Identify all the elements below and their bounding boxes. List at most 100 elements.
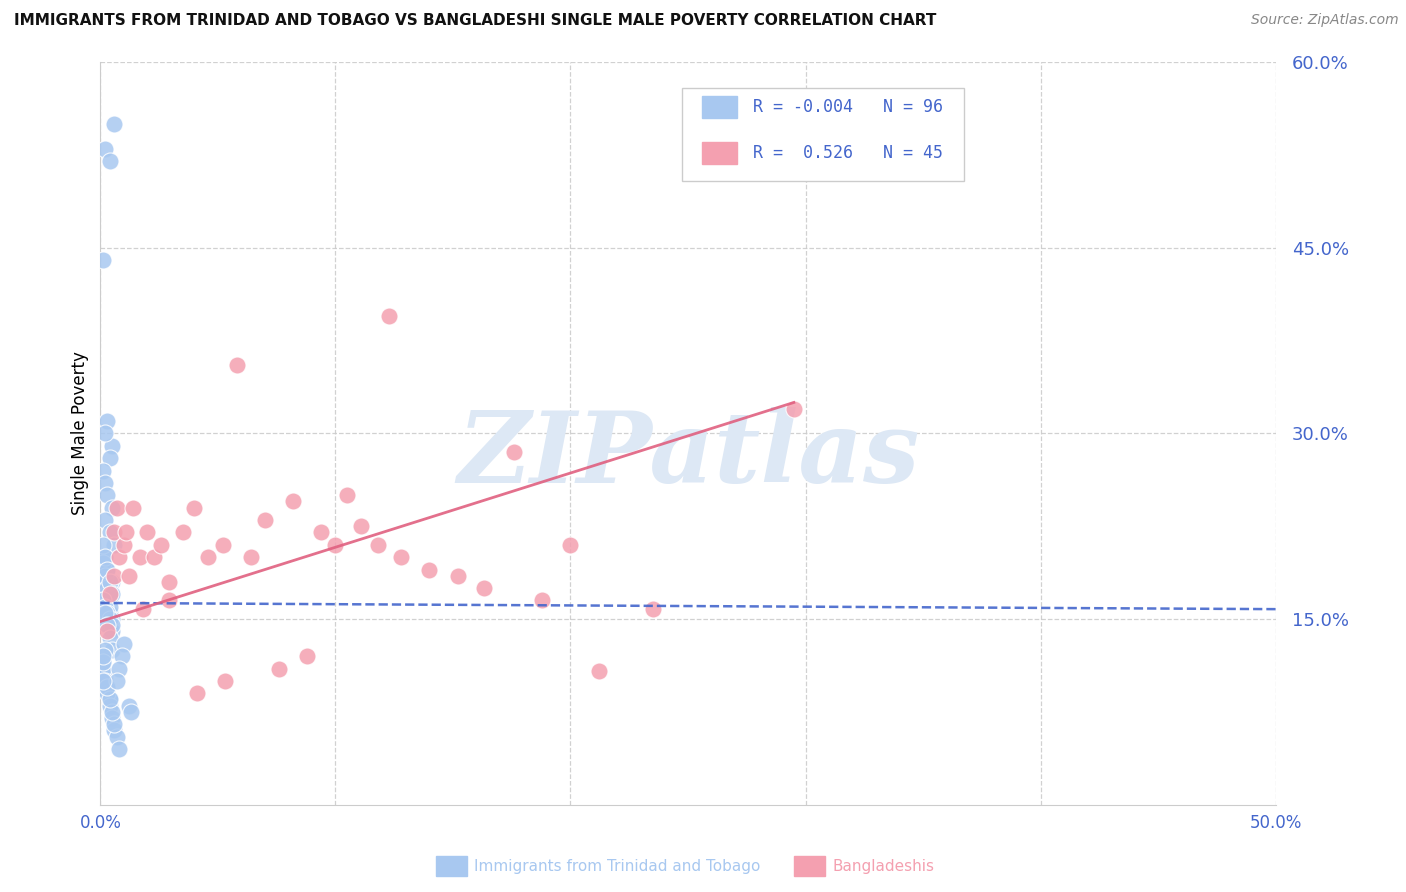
Point [108, 550, 131, 565]
Point [98, 612, 121, 626]
Text: R =  0.526   N = 45: R = 0.526 N = 45 [752, 144, 942, 161]
Point [96, 414, 118, 428]
Text: R = -0.004   N = 96: R = -0.004 N = 96 [752, 98, 942, 116]
Point [96, 587, 118, 601]
Point [183, 500, 205, 515]
Point [101, 624, 124, 639]
Point [367, 538, 389, 552]
Point [101, 439, 124, 453]
Point [91, 661, 114, 675]
Point [211, 538, 233, 552]
Point [103, 568, 125, 582]
Point [94, 574, 117, 589]
Point [103, 717, 125, 731]
Point [103, 117, 125, 131]
Point [112, 538, 135, 552]
Point [98, 599, 121, 614]
Point [96, 562, 118, 576]
Point [105, 673, 128, 688]
Point [225, 359, 247, 373]
Point [98, 574, 121, 589]
Text: IMMIGRANTS FROM TRINIDAD AND TOBAGO VS BANGLADESHI SINGLE MALE POVERTY CORRELATI: IMMIGRANTS FROM TRINIDAD AND TOBAGO VS B… [14, 13, 936, 29]
Point [157, 593, 180, 607]
Point [91, 656, 114, 670]
Point [94, 142, 117, 156]
Point [91, 550, 114, 565]
Point [253, 513, 276, 527]
Point [91, 538, 114, 552]
Point [108, 661, 131, 675]
Point [101, 587, 124, 601]
Point [94, 587, 117, 601]
Point [94, 475, 117, 490]
Point [101, 500, 124, 515]
Point [96, 562, 118, 576]
Point [143, 550, 166, 565]
Point [503, 445, 526, 459]
Point [350, 519, 373, 533]
Point [91, 599, 114, 614]
Point [98, 631, 121, 645]
Point [157, 574, 180, 589]
Point [96, 612, 118, 626]
Point [108, 742, 131, 756]
Point [91, 253, 114, 268]
Text: Bangladeshis: Bangladeshis [832, 859, 935, 873]
Point [103, 525, 125, 540]
Point [96, 599, 118, 614]
Point [96, 612, 118, 626]
Point [96, 581, 118, 595]
Point [98, 154, 121, 169]
Point [96, 680, 118, 694]
Point [197, 550, 219, 565]
Point [94, 550, 117, 565]
Point [389, 550, 412, 565]
Point [98, 692, 121, 706]
Point [94, 599, 117, 614]
Point [131, 602, 153, 616]
Point [101, 574, 124, 589]
Point [150, 538, 173, 552]
Point [186, 686, 208, 700]
Point [94, 550, 117, 565]
Text: Source: ZipAtlas.com: Source: ZipAtlas.com [1251, 13, 1399, 28]
Point [129, 550, 152, 565]
Point [472, 581, 495, 595]
Point [91, 581, 114, 595]
Point [91, 557, 114, 571]
Point [101, 618, 124, 632]
Point [94, 581, 117, 595]
FancyBboxPatch shape [682, 88, 965, 181]
Point [96, 593, 118, 607]
Point [96, 686, 118, 700]
Point [281, 494, 304, 508]
Point [96, 562, 118, 576]
Point [94, 606, 117, 620]
Point [98, 593, 121, 607]
Point [98, 451, 121, 466]
Point [91, 587, 114, 601]
Point [98, 606, 121, 620]
Point [136, 525, 159, 540]
Point [94, 599, 117, 614]
Point [105, 500, 128, 515]
Point [91, 574, 114, 589]
Point [98, 525, 121, 540]
Point [447, 568, 470, 582]
Point [103, 538, 125, 552]
Point [122, 500, 145, 515]
Point [101, 618, 124, 632]
Point [110, 649, 132, 664]
Point [783, 401, 806, 416]
Point [98, 618, 121, 632]
Point [117, 568, 139, 582]
Point [531, 593, 554, 607]
Point [91, 568, 114, 582]
Point [98, 618, 121, 632]
Point [98, 698, 121, 713]
Point [214, 673, 236, 688]
Point [239, 550, 262, 565]
Point [91, 673, 114, 688]
Point [101, 705, 124, 719]
Point [96, 581, 118, 595]
